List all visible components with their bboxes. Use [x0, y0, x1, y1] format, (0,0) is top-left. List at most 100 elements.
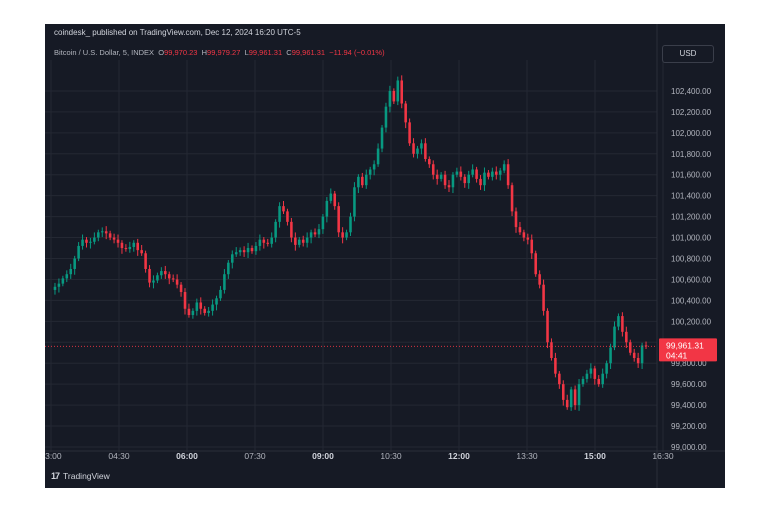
candle-body: [424, 143, 427, 160]
candle-body: [589, 368, 593, 374]
candle-body: [632, 352, 636, 358]
candle-body: [258, 239, 262, 246]
price-tick-label: 102,200.00: [671, 108, 712, 117]
candle-body: [195, 302, 199, 311]
candle-body: [502, 164, 506, 171]
currency-button[interactable]: USD: [662, 45, 714, 63]
candle-body: [242, 250, 246, 253]
candle-body: [573, 389, 577, 406]
candle-body: [317, 229, 321, 235]
open-value: 99,970.23: [164, 48, 198, 57]
time-tick-label: 09:00: [312, 451, 334, 461]
candle-body: [431, 164, 435, 175]
candle-body: [613, 326, 616, 348]
candle-body: [108, 233, 112, 238]
countdown-timer: 04:41: [666, 350, 688, 360]
price-tick-label: 100,400.00: [671, 296, 712, 305]
candle-body: [428, 159, 431, 165]
candle-body: [175, 279, 179, 285]
price-tick-label: 101,000.00: [671, 234, 712, 243]
candle-body: [585, 373, 589, 379]
candle-body: [136, 242, 139, 251]
candle-body: [510, 185, 514, 212]
time-tick-label: 10:30: [380, 451, 402, 461]
candle-body: [357, 176, 360, 188]
price-tick-label: 101,200.00: [671, 213, 712, 222]
low-value: 99,961.31: [248, 48, 283, 57]
time-tick-label: 03:00: [45, 451, 62, 461]
candle-body: [483, 172, 486, 186]
price-tick-label: 99,600.00: [671, 380, 707, 389]
candle-body: [100, 231, 104, 233]
candle-body: [85, 239, 88, 243]
candles: [53, 75, 648, 411]
ohlc-legend: Bitcoin / U.S. Dollar, 5, INDEX O99,970.…: [54, 48, 385, 57]
candle-body: [514, 211, 518, 228]
candle-body: [368, 169, 372, 175]
time-tick-label: 16:30: [652, 451, 674, 461]
candle-body: [443, 174, 447, 186]
candle-body: [305, 237, 309, 243]
tradingview-brand[interactable]: 17 TradingView: [51, 471, 110, 481]
time-tick-label: 15:00: [584, 451, 606, 461]
candle-body: [577, 384, 581, 406]
candle-body: [199, 302, 203, 309]
price-tick-label: 101,800.00: [671, 150, 712, 159]
candle-body: [625, 331, 628, 343]
candle-body: [266, 242, 270, 244]
candle-body: [231, 254, 234, 263]
high-value: 99,979.27: [207, 48, 241, 57]
candle-body: [353, 187, 356, 217]
candle-body: [538, 274, 541, 285]
candle-body: [601, 373, 604, 385]
candle-body: [475, 169, 478, 179]
candle-body: [546, 310, 549, 343]
candle-body: [167, 274, 171, 279]
candle-body: [140, 250, 143, 254]
symbol-name[interactable]: Bitcoin / U.S. Dollar, 5, INDEX: [54, 48, 155, 57]
candle-body: [400, 80, 404, 104]
candle-body: [349, 216, 352, 233]
candle-body: [550, 342, 553, 358]
candle-body: [65, 274, 69, 279]
candle-body: [439, 174, 443, 179]
candle-body: [278, 206, 281, 222]
candle-body: [506, 164, 510, 186]
low-label: L: [244, 48, 249, 57]
candle-body: [558, 373, 561, 385]
candle-body: [238, 250, 242, 253]
change-value: −11.94 (−0.01%): [329, 48, 385, 57]
price-tick-label: 102,400.00: [671, 87, 712, 96]
candle-body: [250, 248, 254, 252]
time-tick-label: 13:30: [516, 451, 538, 461]
time-tick-label: 06:00: [176, 451, 198, 461]
price-tick-label: 99,800.00: [671, 359, 707, 368]
price-chart[interactable]: 102,400.00 102,200.00 102,000.00 101,800.00…: [45, 24, 725, 488]
candle-body: [361, 176, 364, 186]
candle-body: [396, 80, 400, 102]
last-price-value: 99,961.31: [666, 340, 704, 350]
candle-body: [246, 248, 250, 253]
candle-body: [333, 193, 337, 207]
candle-body: [495, 171, 498, 175]
candle-body: [215, 298, 218, 305]
candle-body: [518, 227, 522, 233]
candle-body: [223, 274, 226, 290]
price-tick-label: 101,400.00: [671, 192, 712, 201]
candle-body: [487, 172, 490, 177]
candle-body: [376, 148, 380, 165]
candle-body: [171, 278, 175, 280]
candle-body: [120, 242, 124, 249]
price-tick-label: 102,000.00: [671, 129, 712, 138]
price-tick-label: 99,000.00: [671, 443, 707, 452]
price-tick-label: 101,600.00: [671, 171, 712, 180]
candle-body: [321, 216, 325, 230]
candle-body: [294, 237, 297, 245]
candle-body: [534, 253, 537, 275]
candle-body: [628, 342, 632, 353]
candle-body: [526, 237, 530, 240]
candle-body: [640, 345, 644, 364]
candle-body: [290, 221, 293, 238]
candle-body: [479, 178, 482, 186]
candle-body: [57, 283, 61, 287]
